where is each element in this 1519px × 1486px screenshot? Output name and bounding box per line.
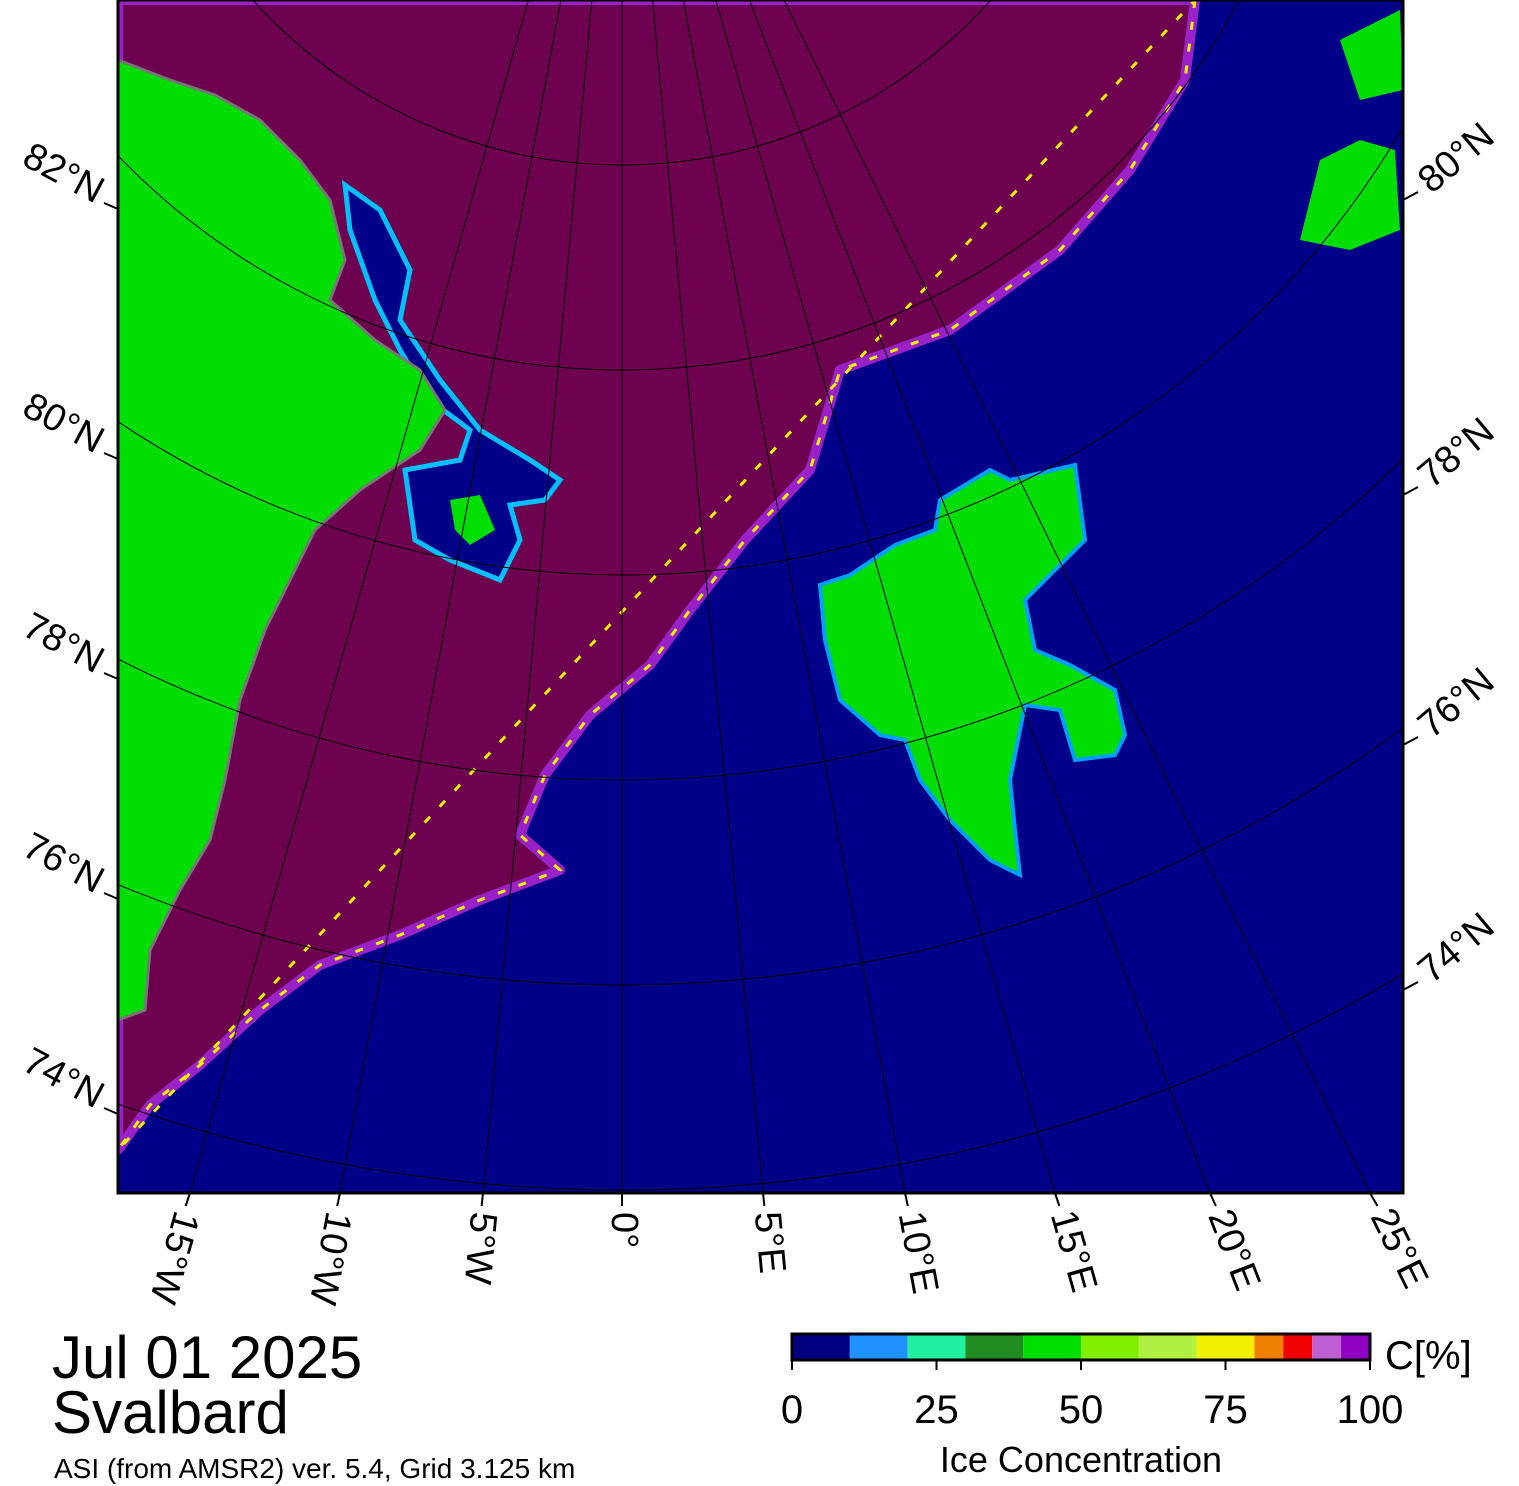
lat-label: 82°N	[16, 135, 111, 212]
franz-josef-land	[1300, 140, 1400, 250]
colorbar-segment	[1023, 1334, 1081, 1360]
tick	[1054, 1192, 1061, 1207]
meridian	[339, 0, 562, 1193]
lon-label: 25°E	[1362, 1202, 1436, 1295]
tick	[762, 1192, 766, 1207]
lon-label: 15°W	[141, 1207, 207, 1308]
colorbar-tick-label: 100	[1337, 1388, 1404, 1432]
date: Jul 01 2025	[52, 1324, 362, 1391]
meridian	[783, 0, 1371, 1193]
tick	[103, 672, 119, 680]
lat-label: 80°N	[16, 385, 111, 462]
lat-label: 74°N	[1410, 905, 1502, 992]
colorbar-title: Ice Concentration	[940, 1439, 1222, 1480]
colorbar-segment	[907, 1334, 966, 1360]
tick	[336, 1192, 341, 1207]
colorbar-segment	[1081, 1334, 1139, 1360]
tick	[103, 452, 119, 460]
region: Svalbard	[52, 1379, 289, 1446]
tick	[904, 1192, 909, 1207]
tick	[1402, 736, 1419, 746]
meridian	[682, 0, 906, 1193]
greenland	[118, 58, 447, 1022]
lat-label: 78°N	[16, 605, 111, 682]
tick	[103, 1107, 119, 1115]
tick	[1402, 191, 1419, 201]
meridian	[482, 0, 593, 1193]
lon-label: 5°W	[456, 1210, 504, 1286]
tick	[1369, 1192, 1379, 1207]
meridian	[715, 0, 1056, 1193]
tick	[103, 202, 119, 210]
franz-josef-land	[1340, 10, 1403, 100]
colorbar: 0 25 50 75 100	[781, 1332, 1404, 1432]
colorbar-segment	[1138, 1334, 1197, 1360]
lon-label: 10°W	[301, 1209, 359, 1309]
tick	[1402, 981, 1419, 991]
colorbar-segment	[965, 1334, 1024, 1360]
lon-label: 5°E	[746, 1210, 794, 1275]
map-frame	[116, 0, 1405, 1195]
colorbar-segment	[1254, 1334, 1284, 1360]
lat-label: 76°N	[16, 825, 111, 902]
meridian	[189, 0, 529, 1193]
colorbar-segment	[792, 1334, 850, 1360]
meridian	[748, 0, 1211, 1193]
tick	[1209, 1192, 1217, 1207]
colorbar-unit: C[%]	[1385, 1334, 1472, 1378]
colorbar-tick-label: 0	[781, 1388, 803, 1432]
colorbar-tick-label: 75	[1203, 1388, 1248, 1432]
colorbar-segment	[1196, 1334, 1255, 1360]
colorbar-segment	[849, 1334, 908, 1360]
tick	[1402, 486, 1419, 496]
colorbar-tick-label: 25	[914, 1388, 959, 1432]
lon-label: 20°E	[1199, 1204, 1268, 1296]
lon-label: 15°E	[1042, 1206, 1105, 1297]
lat-label: 78°N	[1410, 410, 1502, 497]
map-area	[118, 0, 1403, 1193]
colorbar-tick-label: 50	[1059, 1388, 1104, 1432]
lat-label: 76°N	[1410, 660, 1502, 747]
meridian	[652, 0, 764, 1193]
lat-label: 80°N	[1410, 115, 1502, 202]
colorbar-segment	[1341, 1334, 1370, 1360]
colorbar-segment	[1312, 1334, 1342, 1360]
ice-edge-band	[118, 0, 1197, 1152]
colorbar-segment	[1283, 1334, 1313, 1360]
tick	[103, 892, 119, 900]
svalbard	[817, 462, 1128, 879]
tick	[184, 1192, 191, 1207]
lon-label: 10°E	[890, 1208, 946, 1297]
graticule	[118, 0, 1403, 1193]
lat-label: 74°N	[16, 1040, 111, 1117]
source: ASI (from AMSR2) ver. 5.4, Grid 3.125 km	[54, 1453, 575, 1484]
tick	[480, 1192, 484, 1207]
lon-label: 0°	[603, 1212, 645, 1248]
island	[450, 495, 495, 545]
